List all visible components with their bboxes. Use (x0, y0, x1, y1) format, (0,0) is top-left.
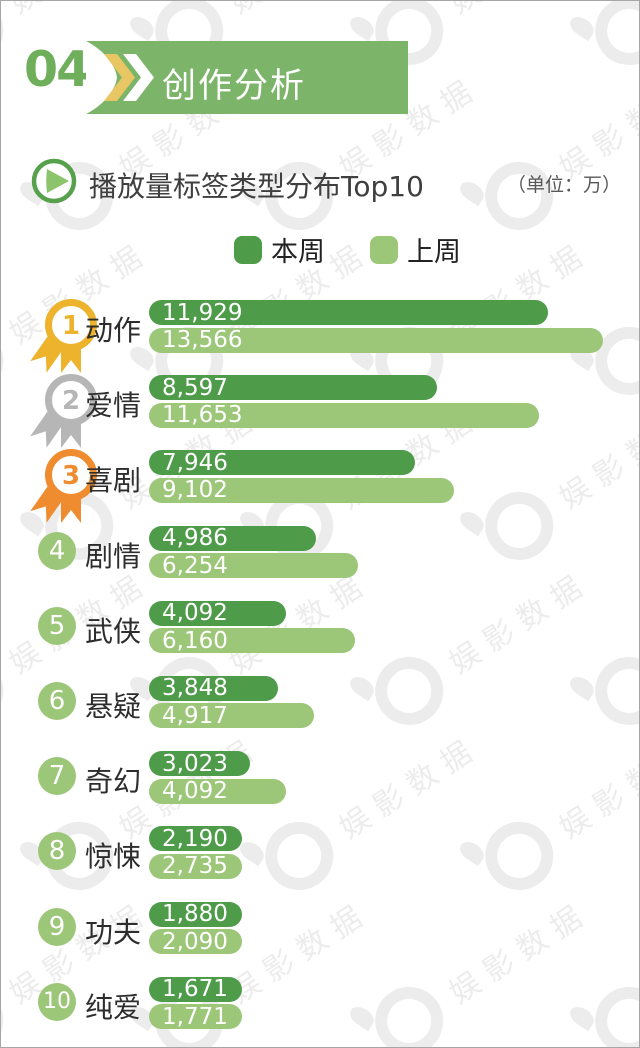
bar-group: 11,929 13,566 (149, 300, 603, 353)
bar-this-week: 8,597 (149, 374, 437, 401)
rank-circle: 5 (38, 606, 76, 645)
svg-text:3: 3 (62, 461, 80, 491)
bar-value: 9,102 (162, 477, 228, 504)
bar-value: 1,771 (162, 1003, 228, 1030)
bar-group: 4,986 6,254 (149, 525, 359, 579)
bar-value: 3,023 (162, 750, 228, 777)
rank-circle: 8 (38, 832, 76, 871)
bar-last-week: 2,735 (149, 853, 242, 880)
bar-value: 4,092 (162, 778, 228, 805)
bar-group: 3,848 4,917 (149, 675, 314, 729)
category-label: 动作 (85, 314, 142, 347)
section-title: 创作分析 (162, 66, 306, 106)
category-label: 功夫 (85, 915, 142, 949)
category-label: 奇幻 (85, 765, 142, 799)
bar-group: 4,092 6,160 (149, 600, 356, 654)
rank-circle: 6 (38, 681, 76, 720)
svg-text:1: 1 (62, 311, 80, 341)
bar-last-week: 9,102 (149, 477, 454, 504)
bar-last-week: 6,254 (149, 552, 359, 579)
chart-row: 6 悬疑 3,848 4,917 (1, 675, 639, 729)
chart-row: 8 惊悚 2,190 2,735 (1, 826, 639, 879)
bar-this-week: 4,092 (149, 600, 286, 627)
bar-last-week: 6,160 (149, 627, 356, 654)
section-number: 04 (24, 41, 90, 98)
bar-value: 8,597 (162, 374, 228, 401)
double-chevron-icon (104, 54, 154, 101)
rank-medal-icon: 1 (23, 297, 103, 381)
bar-value: 2,090 (162, 928, 228, 955)
legend-label-this-week: 本周 (271, 237, 325, 268)
bar-last-week: 13,566 (149, 327, 603, 353)
chart-row: 9 功夫 1,880 2,090 (1, 901, 639, 955)
chart-row: 7 奇幻 3,023 4,092 (1, 751, 639, 804)
bar-value: 3,848 (162, 675, 228, 702)
chart-row: 5 武侠 4,092 6,160 (1, 600, 639, 654)
legend-swatch-last-week (370, 235, 398, 264)
bar-value: 6,254 (162, 552, 228, 579)
bar-this-week: 2,190 (149, 825, 242, 852)
rank-medal-icon: 3 (23, 447, 103, 531)
category-label: 剧情 (85, 539, 142, 573)
bar-group: 1,671 1,771 (149, 976, 242, 1030)
bar-value: 1,671 (162, 976, 228, 1003)
category-label: 喜剧 (85, 464, 142, 498)
bar-value: 4,092 (162, 600, 228, 627)
rank-circle: 7 (38, 757, 76, 796)
bar-value: 2,190 (162, 825, 228, 852)
chart-row: 10 纯爱 1,671 1,771 (1, 976, 639, 1030)
bar-value: 13,566 (162, 327, 243, 353)
bar-this-week: 4,986 (149, 525, 316, 552)
bar-value: 7,946 (162, 449, 228, 476)
bar-value: 4,917 (162, 702, 228, 729)
bar-group: 3,023 4,092 (149, 751, 286, 804)
bar-value: 11,653 (162, 402, 243, 429)
bar-value: 1,880 (162, 901, 228, 927)
svg-text:2: 2 (62, 386, 80, 416)
chart-row: 2 爱情 8,597 11,653 (1, 374, 639, 449)
bar-last-week: 2,090 (149, 928, 242, 955)
bar-group: 8,597 11,653 (149, 375, 539, 428)
bar-group: 1,880 2,090 (149, 901, 242, 955)
legend-label-last-week: 上周 (407, 237, 461, 268)
bar-this-week: 3,848 (149, 675, 278, 702)
bar-this-week: 1,880 (149, 901, 242, 927)
category-label: 武侠 (85, 614, 142, 648)
rank-medal-icon: 2 (23, 372, 103, 456)
play-icon (31, 158, 77, 204)
bar-last-week: 11,653 (149, 402, 539, 429)
bar-this-week: 7,946 (149, 449, 415, 476)
section-banner: 创作分析 (86, 41, 408, 114)
rank-circle: 4 (38, 531, 76, 570)
bar-value: 4,986 (162, 525, 228, 552)
bar-group: 7,946 9,102 (149, 450, 454, 503)
unit-label: （单位：万） (506, 174, 621, 196)
bar-value: 6,160 (162, 627, 228, 654)
bar-last-week: 1,771 (149, 1003, 242, 1030)
bar-group: 2,190 2,735 (149, 826, 242, 879)
legend: 本周 上周 (234, 230, 461, 269)
rank-circle: 9 (38, 907, 76, 946)
chart-title: 播放量标签类型分布Top10 (89, 170, 424, 203)
bar-this-week: 11,929 (149, 299, 549, 326)
rank-circle: 10 (38, 982, 76, 1021)
bar-this-week: 1,671 (149, 976, 242, 1003)
bar-value: 11,929 (162, 299, 243, 326)
category-label: 悬疑 (85, 689, 142, 723)
banner-notch-shape (86, 41, 117, 114)
category-label: 纯爱 (85, 990, 142, 1024)
bar-this-week: 3,023 (149, 750, 251, 777)
chart-row: 4 剧情 4,986 6,254 (1, 525, 639, 579)
bar-last-week: 4,092 (149, 778, 286, 805)
category-label: 惊悚 (85, 840, 142, 874)
chart-row: 1 动作 11,929 13,566 (1, 299, 639, 373)
bar-last-week: 4,917 (149, 702, 314, 729)
bar-value: 2,735 (162, 853, 228, 880)
chart-row: 3 喜剧 7,946 9,102 (1, 449, 639, 524)
legend-swatch-this-week (234, 235, 262, 264)
rows: 1 动作 11,929 13,566 2 爱情 8,597 11,653 3 喜剧 7,946 9,1… (1, 299, 639, 1047)
category-label: 爱情 (85, 389, 142, 423)
